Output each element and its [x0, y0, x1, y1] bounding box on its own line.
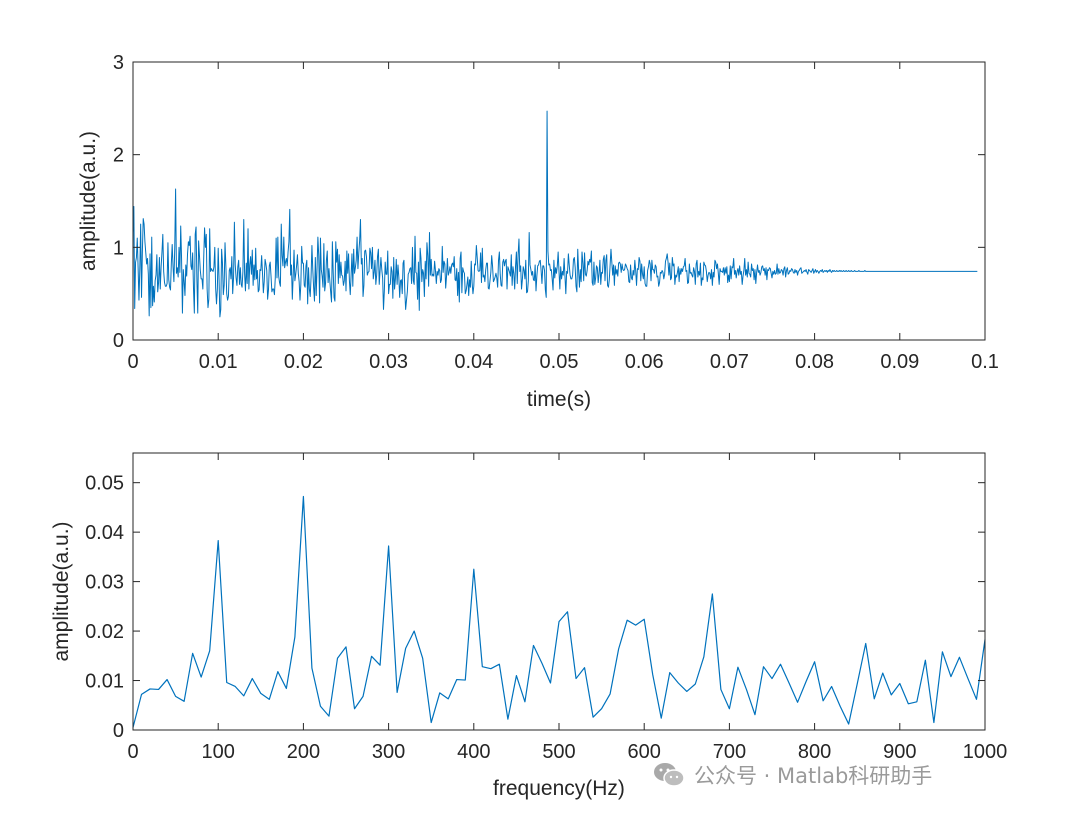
x-tick-label: 200: [287, 741, 320, 763]
time-domain-plot: 0 0.01 0.02 0.03 0.04 0.05 0.06 0.07 0.08 0.09 0.1…: [77, 52, 999, 411]
x-tick-label: 0.03: [369, 351, 408, 373]
x-tick-label: 0.09: [880, 351, 919, 373]
y-tick-label: 1: [113, 237, 124, 259]
x-tick-label: 0: [127, 741, 138, 763]
x-tick-label: 100: [202, 741, 235, 763]
x-axis-label: time(s): [527, 388, 591, 411]
x-tick-label: 700: [713, 741, 746, 763]
x-tick-label: 0.05: [540, 351, 579, 373]
y-axis-label: amplitude(a.u.): [50, 521, 73, 661]
y-tick-label: 3: [113, 52, 124, 74]
frequency-spectrum-plot: 0 100 200 300 400 500 600 700 800 900 1000 0 0.01 0.0…: [50, 452, 1008, 800]
x-tick-label: 0.01: [199, 351, 238, 373]
axes-box: [132, 452, 986, 731]
x-tick-label: 0.08: [795, 351, 834, 373]
x-tick-label: 400: [457, 741, 490, 763]
x-axis-label: frequency(Hz): [493, 777, 625, 800]
x-tick-label: 1000: [963, 741, 1008, 763]
y-tick-label: 0: [113, 330, 124, 352]
x-tick-label: 0.04: [454, 351, 493, 373]
y-tick-label: 0.01: [85, 671, 124, 693]
x-tick-label: 900: [883, 741, 916, 763]
series-line: [132, 110, 978, 318]
series-line: [132, 495, 986, 728]
watermark: 公众号 · Matlab科研助手: [652, 758, 932, 792]
y-axis-label: amplitude(a.u.): [77, 131, 100, 271]
y-tick-label: 0.04: [85, 522, 124, 544]
wechat-icon: [654, 763, 685, 787]
x-tick-label: 500: [542, 741, 575, 763]
x-tick-label: 800: [798, 741, 831, 763]
x-tick-label: 0.02: [284, 351, 323, 373]
y-tick-label: 0: [113, 720, 124, 742]
x-tick-label: 0: [127, 351, 138, 373]
y-tick-label: 0.03: [85, 572, 124, 594]
watermark-text: 公众号 · Matlab科研助手: [694, 764, 933, 788]
x-tick-label: 0.07: [710, 351, 749, 373]
y-tick-label: 2: [113, 145, 124, 167]
x-tick-label: 0.06: [625, 351, 664, 373]
x-tick-label: 300: [372, 741, 405, 763]
axes-box: [132, 61, 986, 341]
y-tick-label: 0.02: [85, 621, 124, 643]
x-tick-label: 0.1: [971, 351, 999, 373]
x-tick-label: 600: [628, 741, 661, 763]
y-tick-label: 0.05: [85, 473, 124, 495]
